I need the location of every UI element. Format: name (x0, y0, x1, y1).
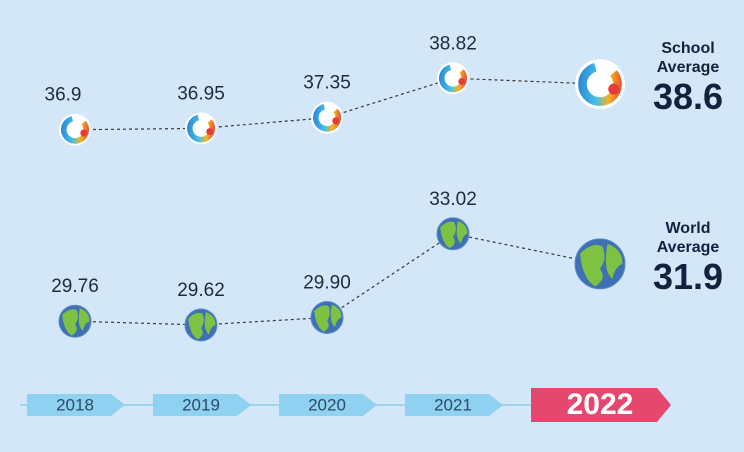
x-tick-label: 2018 (56, 395, 94, 414)
value-label: 29.90 (303, 272, 351, 293)
timeline-tag (153, 394, 251, 416)
marker-swirl (438, 64, 467, 93)
marker-icon (575, 59, 625, 110)
value-label: 38.6 (652, 76, 724, 118)
value-label: 36.9 (45, 85, 82, 106)
marker-dot (332, 117, 340, 125)
marker-swirl (312, 103, 341, 132)
x-tick-label: 2021 (434, 395, 472, 414)
marker-icon (311, 101, 343, 134)
x-tick-label: 2020 (308, 395, 346, 414)
timeline-tag (279, 394, 377, 416)
marker-dot (608, 83, 620, 95)
marker-icon (185, 112, 217, 145)
marker-land (440, 220, 468, 249)
value-label: 31.9 (652, 255, 724, 297)
x-tick-label: 2022 (567, 388, 634, 421)
value-label: 29.76 (51, 276, 99, 297)
marker-icon (59, 113, 91, 146)
marker-dot (458, 77, 466, 85)
x-tick-label: 2019 (182, 395, 220, 414)
value-label: 37.35 (303, 73, 351, 94)
timeline-tag (405, 394, 503, 416)
value-label: 38.82 (429, 33, 477, 54)
marker-land (314, 304, 342, 332)
timeline-tag (27, 394, 125, 416)
timeline-tag (531, 388, 671, 422)
marker-dot (206, 128, 214, 136)
marker-icon (437, 62, 469, 95)
marker-land (580, 243, 623, 287)
marker-swirl (187, 114, 216, 143)
value-label: 29.62 (177, 280, 225, 301)
marker-swirl (61, 115, 90, 144)
marker-land (62, 308, 90, 336)
legend-entry: School Average (656, 40, 720, 77)
legend-entry: World Average (656, 219, 720, 256)
value-label: 33.02 (429, 189, 477, 210)
value-label: 36.95 (177, 83, 225, 104)
marker-dot (80, 129, 88, 137)
marker-land (188, 312, 216, 340)
